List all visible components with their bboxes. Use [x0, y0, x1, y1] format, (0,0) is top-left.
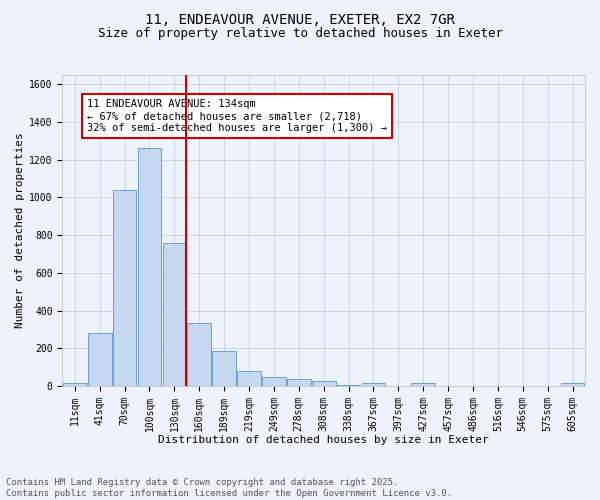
Bar	[63, 383, 86, 386]
Bar	[337, 385, 361, 386]
Bar	[561, 383, 584, 386]
Text: Size of property relative to detached houses in Exeter: Size of property relative to detached ho…	[97, 28, 503, 40]
Bar	[412, 383, 435, 386]
Bar	[287, 380, 311, 386]
Bar	[137, 148, 161, 386]
Bar	[262, 378, 286, 386]
Bar	[88, 333, 112, 386]
Bar	[362, 383, 385, 386]
Bar	[163, 242, 186, 386]
Y-axis label: Number of detached properties: Number of detached properties	[15, 132, 25, 328]
X-axis label: Distribution of detached houses by size in Exeter: Distribution of detached houses by size …	[158, 435, 489, 445]
Bar	[187, 322, 211, 386]
Bar	[113, 190, 136, 386]
Bar	[237, 371, 261, 386]
Text: 11 ENDEAVOUR AVENUE: 134sqm
← 67% of detached houses are smaller (2,718)
32% of : 11 ENDEAVOUR AVENUE: 134sqm ← 67% of det…	[87, 100, 387, 132]
Bar	[312, 381, 335, 386]
Text: 11, ENDEAVOUR AVENUE, EXETER, EX2 7GR: 11, ENDEAVOUR AVENUE, EXETER, EX2 7GR	[145, 12, 455, 26]
Bar	[212, 351, 236, 386]
Text: Contains HM Land Registry data © Crown copyright and database right 2025.
Contai: Contains HM Land Registry data © Crown c…	[6, 478, 452, 498]
